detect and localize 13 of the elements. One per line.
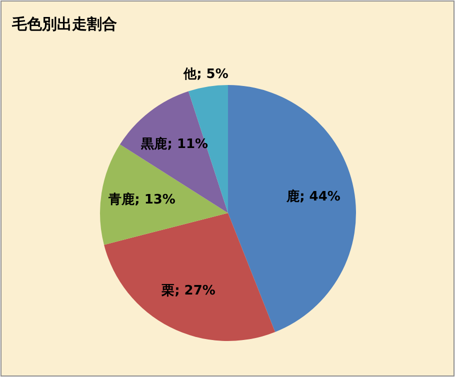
- pie-slice: [228, 85, 356, 332]
- slice-label: 青鹿: [108, 190, 135, 207]
- chart-title: 毛色別出走割合: [11, 15, 117, 33]
- data-label: ; 11%: [167, 136, 208, 152]
- slice-label: 栗: [160, 283, 175, 298]
- data-label: ; 5%: [196, 66, 228, 82]
- slice-label: 黒鹿: [140, 136, 168, 152]
- data-label: ; 27%: [174, 283, 216, 298]
- pie-slice: [104, 213, 276, 341]
- slice-label: 鹿: [286, 188, 300, 204]
- data-label: ; 44%: [300, 189, 340, 204]
- slice-label: 他: [182, 66, 198, 82]
- data-label: ; 13%: [134, 192, 176, 207]
